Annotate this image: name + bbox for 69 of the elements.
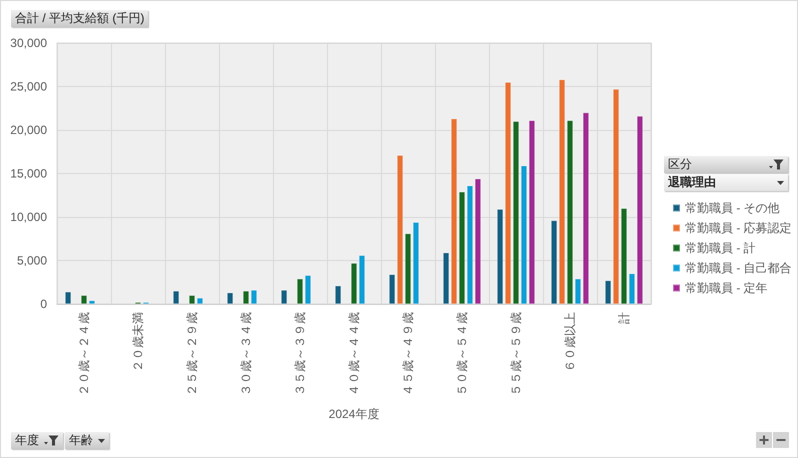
bar (397, 155, 404, 304)
bar (613, 89, 620, 304)
bar (582, 112, 589, 304)
bar (551, 220, 558, 304)
y-tick-label: 30,000 (10, 36, 48, 50)
bar (88, 300, 95, 304)
bar (497, 209, 504, 304)
bar (605, 280, 612, 304)
legend-label: 常勤職員 - その他 (685, 201, 780, 215)
bar (513, 121, 519, 304)
bar (81, 295, 87, 304)
bar (574, 278, 581, 304)
y-tick-label: 25,000 (10, 80, 48, 94)
bar (243, 290, 249, 304)
bar (351, 263, 357, 304)
x-tick-label: ５０歳～５４歳 (455, 312, 469, 396)
y-tick-label: 20,000 (10, 123, 48, 137)
bar (443, 252, 450, 304)
bar (567, 120, 573, 304)
bar (297, 278, 303, 304)
bar (250, 290, 257, 304)
legend-label: 常勤職員 - 応募認定 (685, 221, 792, 235)
bar (227, 292, 234, 304)
legend-label: 常勤職員 - 定年 (685, 281, 768, 295)
field-button: 合計 / 平均支給額 (千円) (11, 10, 148, 27)
x-tick-label: ６０歳以上 (563, 312, 577, 372)
x-tick-label: ３０歳～３４歳 (239, 312, 253, 396)
bar (189, 295, 195, 304)
y-tick-label: 0 (40, 297, 48, 311)
x-tick-label: ２５歳～２９歳 (185, 312, 199, 396)
bar (358, 255, 365, 304)
field-button: 区分 (664, 156, 788, 173)
bar (505, 82, 512, 304)
bar (451, 118, 458, 304)
bar (559, 80, 566, 304)
x-tick-label: ３５歳～３９歳 (293, 312, 307, 396)
bar (474, 178, 481, 304)
bar (528, 120, 535, 304)
bar (520, 166, 527, 304)
legend-title: 区分 (668, 156, 692, 173)
x-tick-label: ４５歳～４９歳 (401, 312, 415, 396)
bar (335, 286, 342, 304)
bar (636, 116, 643, 304)
y-tick-label: 10,000 (10, 210, 48, 224)
bar (459, 192, 465, 304)
bar (304, 275, 311, 304)
bar (389, 274, 396, 304)
bar (405, 234, 411, 304)
field-button: 退職理由 (664, 174, 788, 191)
x-tick-label: 計 (617, 312, 631, 324)
x-tick-label: ５５歳～５９歳 (509, 312, 523, 396)
field-button: 年度 (11, 432, 63, 449)
x-tick-label: ２０歳～２４歳 (77, 312, 91, 396)
bar (466, 186, 473, 304)
legend-label: 常勤職員 - 自己都合 (685, 261, 792, 275)
bar (412, 222, 419, 304)
bar (628, 274, 635, 304)
field-button: 年齢 (65, 432, 109, 449)
x-axis-title: 2024年度 (328, 407, 380, 421)
y-tick-label: 15,000 (10, 166, 48, 180)
bar (65, 292, 72, 304)
y-tick-label: 5,000 (16, 254, 48, 268)
bar (281, 290, 288, 304)
bar (196, 298, 203, 304)
x-tick-label: ２０歳未満 (131, 312, 145, 372)
bar (173, 290, 180, 304)
x-tick-label: ４０歳～４４歳 (347, 312, 361, 396)
legend-label: 常勤職員 - 計 (685, 241, 756, 255)
bar (621, 208, 627, 304)
